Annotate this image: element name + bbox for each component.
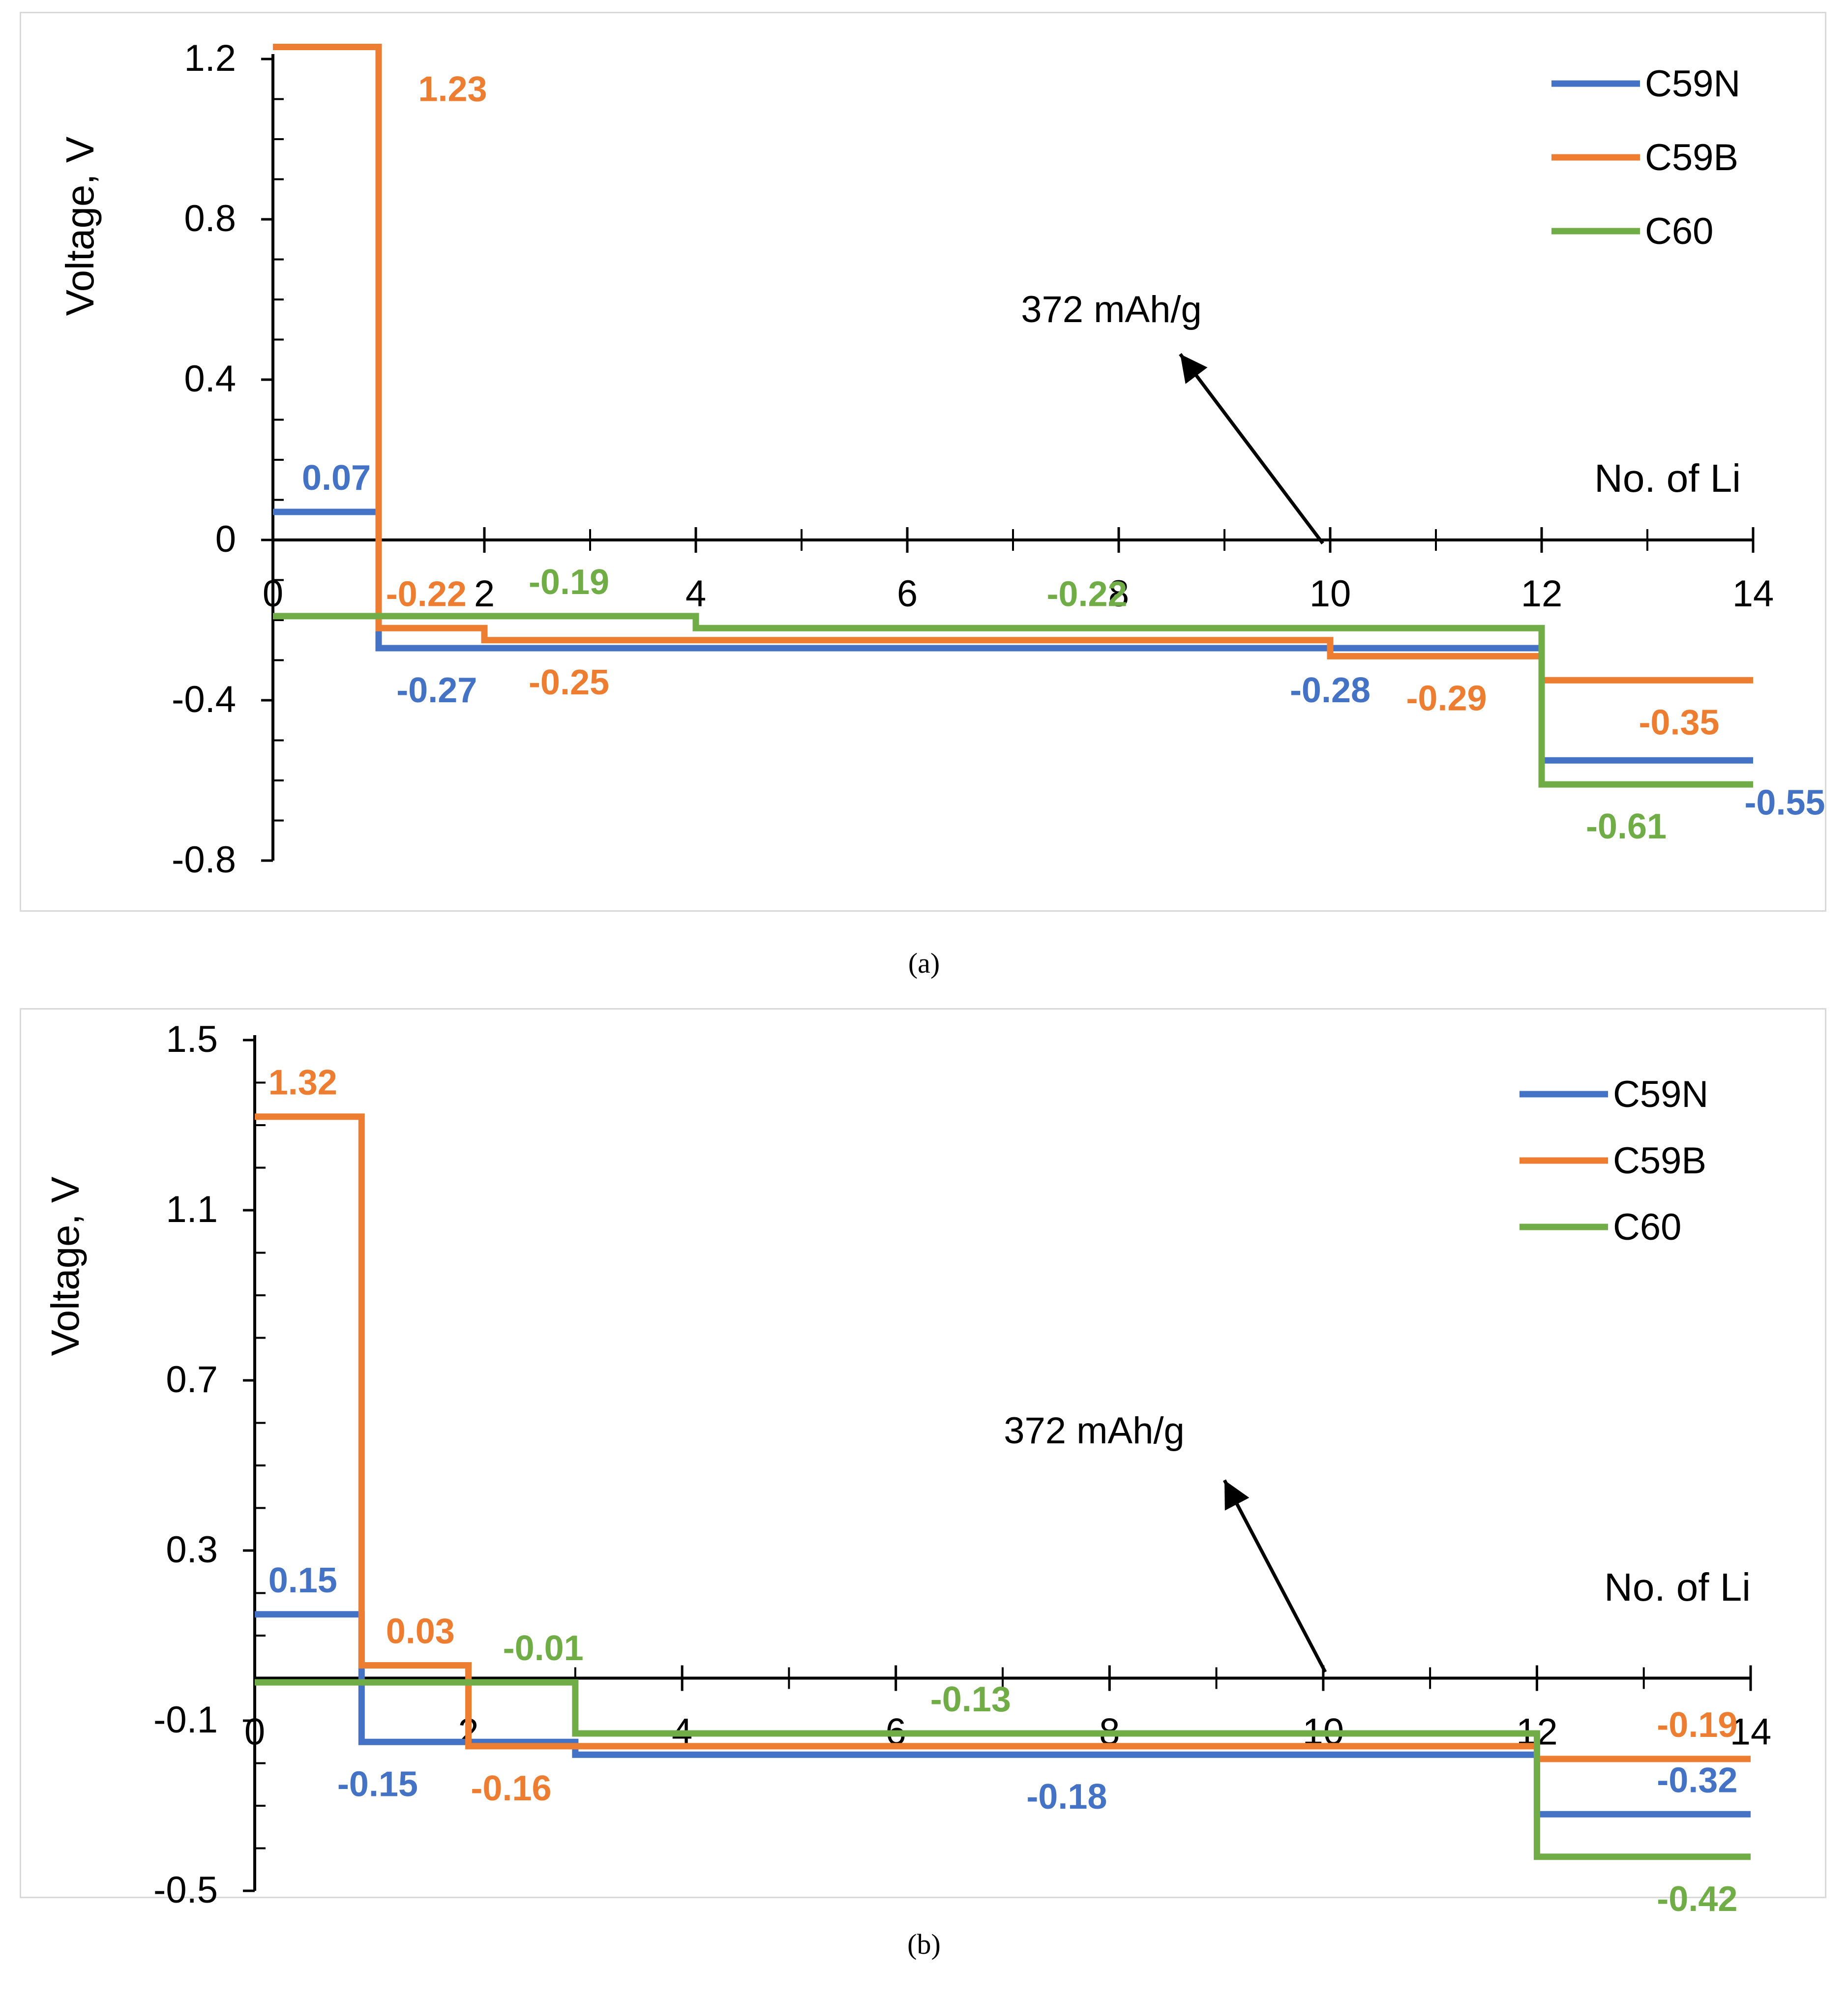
data-label: -0.35 — [1639, 703, 1719, 742]
y-tick-label: 1.1 — [166, 1189, 218, 1230]
x-tick-label: 14 — [1732, 573, 1774, 615]
y-tick-label: 0.4 — [184, 358, 236, 400]
data-label: -0.18 — [1026, 1777, 1107, 1817]
legend-label: C59N — [1613, 1074, 1708, 1115]
x-axis-title: No. of Li — [1604, 1565, 1751, 1609]
y-tick-label: 0.7 — [166, 1359, 218, 1401]
data-label: -0.19 — [1657, 1705, 1737, 1745]
y-tick-label: -0.8 — [172, 839, 236, 881]
y-tick-label: 0.3 — [166, 1529, 218, 1571]
data-label: 1.23 — [418, 70, 487, 109]
x-tick-label: 4 — [686, 573, 706, 615]
y-tick-label: -0.5 — [153, 1869, 218, 1911]
x-tick-label: 2 — [474, 573, 495, 615]
data-label: -0.19 — [529, 563, 609, 602]
x-tick-label: 6 — [897, 573, 918, 615]
panel-b-chart: 1.51.10.70.3-0.1-0.50 2 4 6 8 10 12 14Voltage, … — [43, 1018, 1771, 1919]
data-label: -0.15 — [337, 1764, 418, 1804]
data-label: -0.42 — [1657, 1880, 1737, 1919]
y-tick-label: -0.1 — [153, 1699, 218, 1741]
x-tick-label: 8 — [1108, 573, 1129, 615]
data-label: -0.01 — [503, 1629, 584, 1668]
data-label: -0.32 — [1657, 1760, 1737, 1800]
y-tick-label: -0.4 — [172, 679, 236, 720]
x-tick-label: 14 — [1730, 1711, 1772, 1753]
data-label: -0.22 — [386, 574, 467, 614]
y-tick-label: 0 — [215, 518, 236, 560]
annotation-arrow-line — [1222, 1479, 1327, 1673]
data-label: -0.25 — [529, 663, 609, 702]
panel-b-frame — [20, 1008, 1826, 1898]
legend-label: C59B — [1645, 137, 1738, 179]
data-label: -0.22 — [1046, 574, 1127, 614]
data-label: -0.27 — [396, 671, 477, 710]
y-tick-label: 1.5 — [166, 1018, 218, 1060]
legend-label: C60 — [1613, 1206, 1681, 1248]
panel-a-chart: 1.2 0.8 0.4 0 -0.4 -0.8 0 2 4 6 8 10 12 14 Voltage, V N… — [58, 37, 1825, 881]
annotation-arrow-head — [1224, 1480, 1250, 1511]
annotation-label: 372 mAh/g — [1021, 289, 1202, 330]
data-label: -0.16 — [471, 1769, 551, 1808]
legend-label: C59N — [1645, 63, 1740, 105]
x-tick-label: 0 — [263, 573, 283, 615]
x-tick-label: 0 — [244, 1711, 265, 1753]
annotation-arrow-head — [1180, 354, 1208, 384]
data-label: 0.07 — [302, 458, 371, 498]
data-label: 0.03 — [386, 1612, 455, 1651]
data-label: -0.29 — [1406, 679, 1487, 718]
caption-b: (b) — [907, 1928, 941, 1960]
data-label: 1.32 — [268, 1063, 337, 1103]
series-line-c59b — [255, 1113, 1751, 1762]
annotation-label: 372 mAh/g — [1004, 1410, 1185, 1452]
x-tick-label: 12 — [1521, 573, 1563, 615]
panel-a-frame — [20, 12, 1826, 912]
data-label: -0.55 — [1744, 783, 1825, 822]
y-tick-label: 0.8 — [184, 198, 236, 239]
data-label: -0.61 — [1586, 807, 1667, 846]
data-label: -0.28 — [1290, 671, 1371, 710]
x-tick-label: 10 — [1310, 573, 1351, 615]
y-axis-title: Voltage, V — [43, 1176, 87, 1356]
caption-a: (a) — [908, 947, 940, 979]
annotation-arrow-line — [1179, 353, 1324, 545]
y-tick-label: 1.2 — [184, 37, 236, 79]
x-axis-title: No. of Li — [1594, 456, 1741, 500]
data-label: 0.15 — [268, 1561, 337, 1600]
legend-label: C59B — [1613, 1140, 1706, 1182]
data-label: -0.13 — [930, 1680, 1011, 1719]
y-axis-title: Voltage, V — [58, 136, 102, 316]
legend-label: C60 — [1645, 210, 1713, 252]
